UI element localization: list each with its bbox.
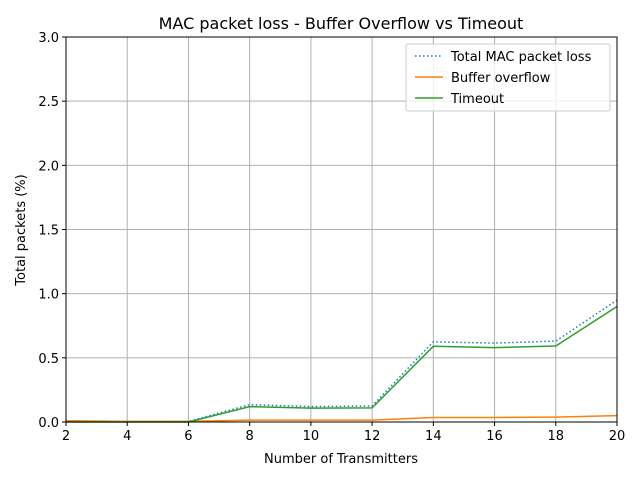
y-tick-label: 3.0: [38, 31, 59, 46]
x-tick-label: 16: [486, 429, 503, 444]
x-tick-label: 18: [548, 429, 565, 444]
y-tick-label: 1.5: [38, 224, 59, 239]
y-axis-label: Total packets (%): [14, 174, 29, 286]
y-tick-label: 2.0: [38, 159, 59, 174]
y-tick-label: 0.0: [38, 416, 59, 431]
x-tick-label: 4: [123, 429, 131, 444]
x-axis-ticks: 2 4 6 8 10 12 14 16 18 20: [62, 422, 625, 444]
x-tick-label: 20: [609, 429, 626, 444]
x-tick-label: 2: [62, 429, 70, 444]
series-line-0: [65, 299, 618, 423]
legend-label: Timeout: [450, 92, 504, 107]
y-tick-label: 1.0: [38, 288, 59, 303]
legend: Total MAC packet loss Buffer overflow Time…: [405, 43, 611, 112]
chart-title: MAC packet loss - Buffer Overflow vs Tim…: [159, 14, 524, 33]
y-tick-label: 0.5: [38, 352, 59, 367]
x-tick-label: 6: [184, 429, 192, 444]
x-tick-label: 12: [364, 429, 381, 444]
y-axis-ticks: 0.0 0.5 1.0 1.5 2.0 2.5 3.0: [38, 31, 66, 431]
legend-label: Total MAC packet loss: [450, 50, 592, 65]
x-tick-label: 8: [246, 429, 254, 444]
x-tick-label: 10: [303, 429, 320, 444]
y-tick-label: 2.5: [38, 95, 59, 110]
x-tick-label: 14: [425, 429, 442, 444]
x-axis-label: Number of Transmitters: [264, 452, 418, 467]
legend-box: [405, 43, 611, 112]
legend-label: Buffer overflow: [451, 71, 551, 86]
